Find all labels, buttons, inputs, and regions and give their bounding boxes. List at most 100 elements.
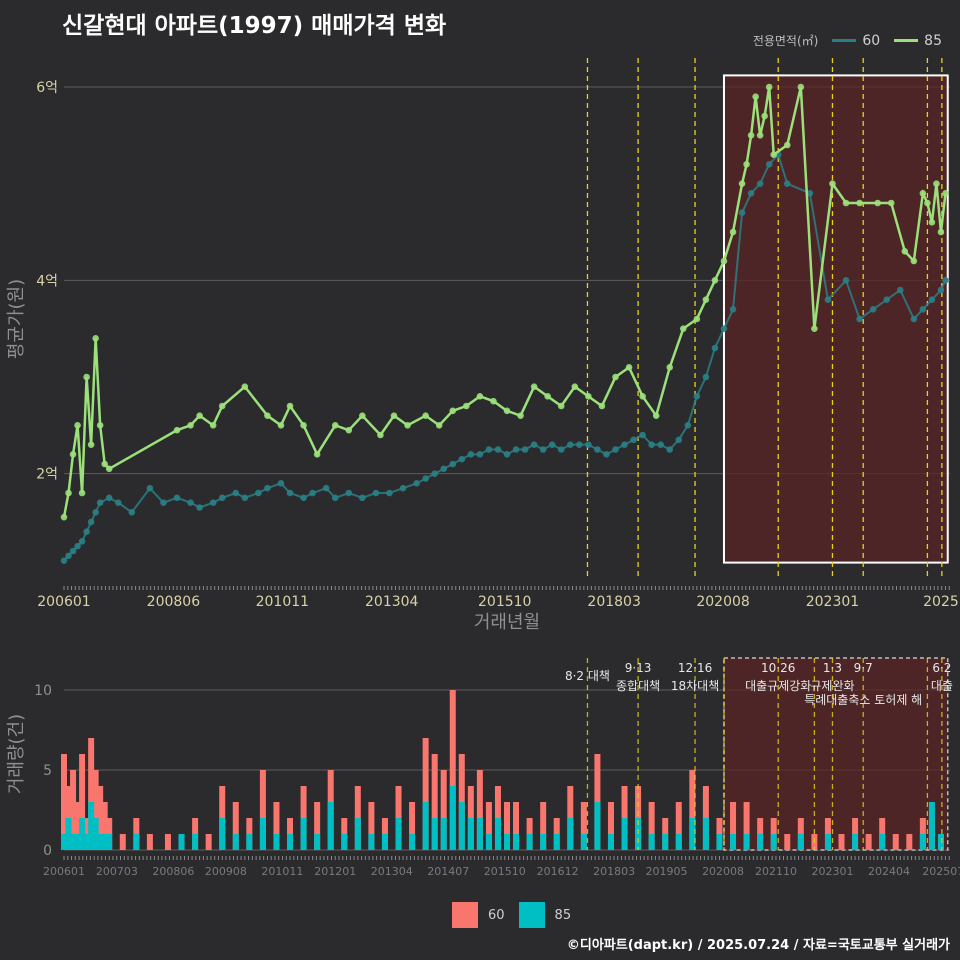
price-point-60 <box>413 480 420 487</box>
price-point-60 <box>824 296 832 303</box>
volume-bar-60 <box>164 834 171 850</box>
price-point-85 <box>666 364 674 371</box>
price-point-85 <box>286 402 294 410</box>
price-point-85 <box>933 180 940 187</box>
volume-bar-60 <box>892 834 899 850</box>
price-point-60 <box>594 446 601 453</box>
volume-bar-60 <box>513 802 520 850</box>
price-point-85 <box>490 397 497 405</box>
price-point-60 <box>576 441 583 448</box>
volume-bar-85 <box>88 802 95 850</box>
volume-bar-60 <box>580 802 587 850</box>
volume-bar-60 <box>476 770 483 850</box>
price-point-60 <box>458 455 466 463</box>
price-point-60 <box>612 446 619 453</box>
volume-bar-60 <box>743 802 750 850</box>
volume-bar-85 <box>409 834 416 850</box>
volume-bar-85 <box>648 834 655 850</box>
volume-bar-60 <box>675 802 682 850</box>
price-point-60 <box>711 344 719 352</box>
price-point-60 <box>702 373 710 381</box>
price-point-85 <box>752 93 759 100</box>
price-point-60 <box>621 441 628 448</box>
price-point-60 <box>83 528 90 535</box>
volume-bar-85 <box>675 834 682 850</box>
volume-x-tick-label: 200601 <box>43 865 85 878</box>
legend-label-85: 85 <box>924 32 942 49</box>
legend-box-60 <box>452 902 478 928</box>
volume-bar-85 <box>61 834 67 850</box>
volume-bar-85 <box>368 834 375 850</box>
price-point-60 <box>548 441 556 448</box>
price-point-60 <box>78 538 86 545</box>
volume-bar-60 <box>314 802 321 850</box>
volume-bar-85 <box>106 834 113 850</box>
price-point-85 <box>625 364 633 371</box>
volume-bar-85 <box>526 834 533 850</box>
volume-bar-60 <box>449 690 456 850</box>
volume-bar-85 <box>928 802 935 850</box>
price-x-tick-label: 202008 <box>696 594 749 610</box>
volume-bar-85 <box>70 834 77 850</box>
volume-bar-60 <box>422 738 429 850</box>
volume-bar-85 <box>621 818 628 850</box>
volume-bar-85 <box>101 834 108 850</box>
price-point-60 <box>449 460 457 468</box>
price-point-85 <box>463 402 470 410</box>
volume-annotation-date: 1·3 <box>823 661 842 675</box>
volume-bar-60 <box>689 770 696 850</box>
price-point-85 <box>435 422 443 429</box>
volume-bar-60 <box>906 834 913 850</box>
price-point-60 <box>440 465 448 473</box>
volume-bar-85 <box>341 834 348 850</box>
volume-bar-60 <box>79 754 86 850</box>
volume-bar-85 <box>74 834 81 850</box>
price-y-tick-label: 4억 <box>36 273 58 289</box>
volume-x-tick-label: 202301 <box>811 865 853 878</box>
price-highlight-box <box>722 74 949 564</box>
volume-bar-85 <box>824 834 831 850</box>
price-point-60 <box>309 489 316 497</box>
footer-credit: ©디아파트(dapt.kr) / 2025.07.24 / 자료=국토교통부 실… <box>566 938 950 953</box>
volume-bar-85 <box>83 834 90 850</box>
price-point-60 <box>277 480 285 487</box>
price-point-60 <box>693 393 701 400</box>
price-x-tick-label: 201510 <box>478 594 531 610</box>
volume-annotation: 18차대책 <box>671 678 719 693</box>
price-point-85 <box>765 83 773 91</box>
price-point-85 <box>277 422 285 429</box>
price-point-85 <box>313 451 321 458</box>
price-point-60 <box>187 499 194 506</box>
price-point-60 <box>96 499 104 506</box>
volume-bar-60 <box>119 834 126 850</box>
price-point-85 <box>78 489 86 497</box>
volume-annotation: 종합대책 <box>616 678 660 693</box>
volume-bar-60 <box>865 834 872 850</box>
volume-x-tick-label: 200806 <box>152 865 194 878</box>
volume-bar-85 <box>431 818 438 850</box>
price-point-60 <box>386 489 393 497</box>
price-point-60 <box>639 431 646 439</box>
price-point-85 <box>331 422 339 429</box>
price-point-60 <box>65 552 72 560</box>
volume-bar-60 <box>205 834 212 850</box>
volume-bar-85 <box>662 834 669 850</box>
price-point-85 <box>887 199 895 207</box>
price-x-tick-label: 202301 <box>806 594 859 610</box>
volume-bar-85 <box>513 834 520 850</box>
volume-bar-60 <box>92 770 99 850</box>
price-point-85 <box>359 412 366 419</box>
price-point-85 <box>517 412 524 419</box>
volume-bar-85 <box>494 818 501 850</box>
price-point-85 <box>711 277 719 284</box>
price-point-85 <box>300 422 307 429</box>
price-point-60 <box>896 286 904 294</box>
volume-bar-85 <box>440 818 447 850</box>
price-y-tick-label: 6억 <box>36 80 58 96</box>
volume-bar-60 <box>838 834 845 850</box>
volume-bar-85 <box>797 834 804 850</box>
price-point-85 <box>173 426 181 434</box>
volume-annotation-date: 10·26 <box>761 661 795 675</box>
price-point-85 <box>928 219 936 226</box>
volume-bar-85 <box>689 818 696 850</box>
